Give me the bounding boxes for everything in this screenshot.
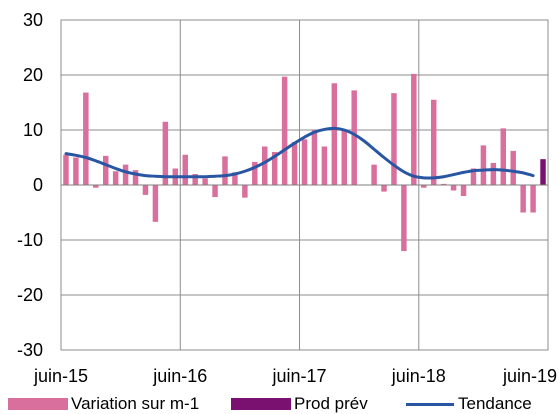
bar-variation	[391, 93, 397, 185]
x-tick-label: juin-18	[391, 366, 446, 386]
legend-item-prod-prev: Prod prév	[231, 394, 368, 414]
legend-label-prod-prev: Prod prév	[294, 394, 368, 413]
legend-swatch-variation	[8, 398, 68, 410]
bar-variation	[331, 83, 338, 185]
bar-variation	[421, 185, 427, 188]
bar-variation	[232, 172, 238, 185]
bar-prod-prev	[540, 159, 546, 185]
bar-variation	[162, 121, 169, 185]
bar-variation	[490, 163, 497, 185]
trend-line	[64, 126, 535, 180]
x-axis-ticks: juin-15 juin-16 juin-17 juin-18 juin-19	[33, 366, 557, 386]
bar-variation	[152, 185, 159, 222]
bar-variation	[132, 170, 139, 185]
bar-variation	[291, 142, 298, 185]
y-tick-label: 10	[23, 120, 43, 140]
bar-variation	[281, 76, 288, 185]
bar-variation	[351, 90, 357, 185]
bar-variation	[460, 185, 467, 196]
bar-variation	[500, 128, 507, 185]
bar-variation	[301, 139, 308, 185]
bar-variation	[271, 152, 278, 185]
bar-variation	[122, 164, 129, 185]
bar-variation	[311, 130, 318, 185]
y-tick-label: -20	[17, 285, 43, 305]
y-tick-label: -10	[17, 230, 43, 250]
bars	[63, 73, 546, 251]
bar-variation	[63, 154, 69, 185]
bar-variation	[510, 150, 516, 185]
bar-variation	[430, 99, 437, 185]
bar-variation	[450, 185, 457, 191]
bar-variation	[242, 185, 248, 198]
bar-variation	[401, 185, 407, 251]
bar-variation	[182, 154, 188, 185]
bar-variation	[411, 73, 417, 185]
legend-item-tendance: Tendance	[406, 394, 532, 414]
bar-variation	[381, 185, 387, 192]
bar-variation	[480, 145, 487, 185]
bar-variation	[102, 155, 109, 185]
bar-variation	[222, 156, 228, 185]
bar-variation	[470, 168, 477, 185]
bar-variation	[321, 146, 328, 185]
legend-label-tendance: Tendance	[458, 394, 532, 413]
bar-variation	[202, 178, 208, 185]
bar-variation	[73, 157, 79, 185]
bar-variation	[440, 183, 447, 185]
legend-swatch-prod-prev	[231, 398, 291, 410]
y-axis-ticks: 30 20 10 0 -10 -20 -30	[17, 10, 43, 360]
x-tick-label: juin-19	[502, 366, 557, 386]
bar-variation	[93, 185, 99, 188]
legend-swatch-tendance	[406, 402, 454, 406]
bar-variation	[341, 130, 347, 185]
bar-variation	[142, 185, 149, 195]
bar-variation	[371, 164, 377, 185]
y-tick-label: 30	[23, 10, 43, 30]
bar-variation	[262, 146, 268, 185]
x-tick-label: juin-16	[152, 366, 207, 386]
legend: Variation sur m-1 Prod prév Tendance	[0, 394, 559, 414]
y-tick-label: -30	[17, 340, 43, 360]
bar-variation	[530, 185, 536, 213]
bar-variation	[212, 185, 218, 198]
trend-series-line	[64, 126, 535, 180]
bar-variation	[83, 92, 89, 185]
legend-item-variation: Variation sur m-1	[8, 394, 199, 414]
bar-variation	[112, 171, 119, 185]
bar-variation	[252, 161, 258, 185]
y-tick-label: 20	[23, 65, 43, 85]
x-tick-label: juin-15	[33, 366, 88, 386]
x-tick-label: juin-17	[272, 366, 327, 386]
bar-variation	[192, 174, 198, 185]
legend-label-variation: Variation sur m-1	[71, 394, 200, 413]
bar-variation	[520, 185, 526, 213]
y-tick-label: 0	[33, 175, 43, 195]
